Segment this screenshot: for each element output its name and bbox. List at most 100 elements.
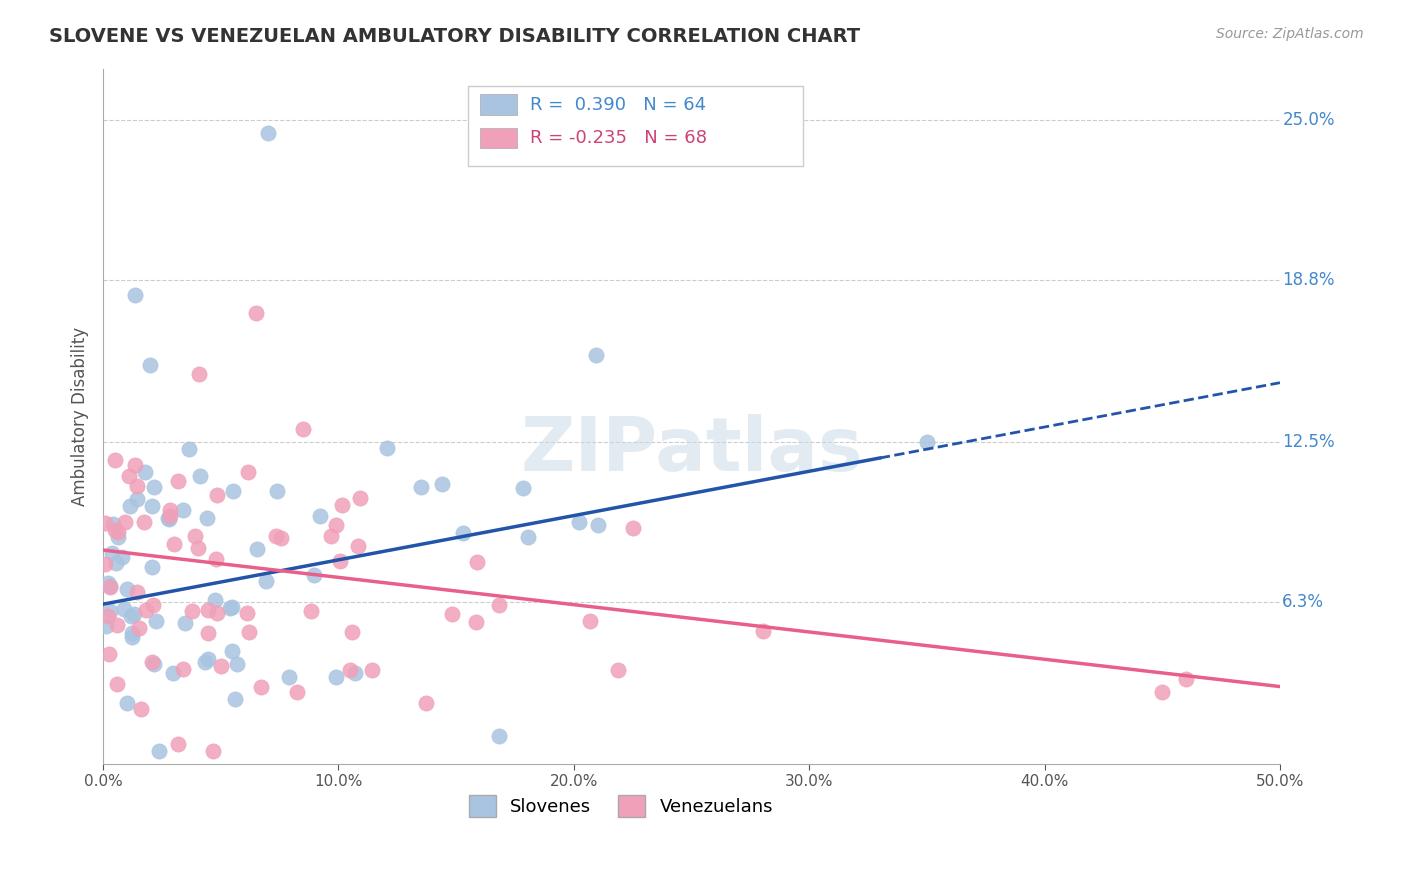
Point [124,288,146,302]
Point [488,729,510,743]
Point [751,624,773,639]
Point [94,558,117,572]
Point [115,696,138,710]
Point [309,509,332,524]
Point [129,701,152,715]
Point [302,568,325,582]
Point [159,503,181,517]
Point [172,503,194,517]
Point [285,685,308,699]
Point [157,512,180,526]
Point [97,576,120,591]
Point [207,488,229,502]
Point [135,603,157,617]
Point [245,306,267,320]
Point [98,647,121,661]
Point [105,556,128,570]
Point [197,603,219,617]
Point [440,607,463,621]
Point [621,521,644,535]
Point [585,348,607,362]
Point [195,511,218,525]
Point [579,614,602,628]
Point [222,483,245,498]
Point [325,670,347,684]
Point [465,556,488,570]
Point [586,518,609,533]
Y-axis label: Ambulatory Disability: Ambulatory Disability [72,326,89,506]
Point [270,531,292,545]
Point [122,607,145,621]
Point [143,657,166,672]
Point [205,606,228,620]
Point [114,516,136,530]
Point [329,554,352,568]
Bar [479,95,517,115]
Text: 25.0%: 25.0% [1282,111,1334,129]
Point [197,652,219,666]
Point [145,614,167,628]
Point [125,479,148,493]
Point [121,625,143,640]
Point [118,500,141,514]
Point [180,604,202,618]
Point [349,491,371,505]
Point [221,644,243,658]
Point [236,465,259,479]
Point [134,515,156,529]
Point [330,498,353,512]
Point [118,469,141,483]
Point [204,552,226,566]
Text: 12.5%: 12.5% [1282,433,1334,451]
Point [278,670,301,684]
Point [115,582,138,596]
Point [167,737,190,751]
Point [98,604,121,618]
Point [299,604,322,618]
Point [197,626,219,640]
Point [159,508,181,523]
Point [266,483,288,498]
Point [101,516,124,531]
Point [607,663,630,677]
Text: 18.8%: 18.8% [1282,270,1334,289]
FancyBboxPatch shape [468,86,803,166]
Point [100,546,122,560]
Point [97,608,120,623]
Point [254,574,277,589]
Point [162,666,184,681]
Point [218,601,240,615]
Bar [479,128,517,148]
Point [142,598,165,612]
Point [121,630,143,644]
Point [194,655,217,669]
Text: 6.3%: 6.3% [1282,592,1324,611]
Point [141,655,163,669]
Point [451,525,474,540]
Point [141,560,163,574]
Point [121,608,143,623]
Point [344,665,367,680]
Point [128,621,150,635]
Point [249,680,271,694]
Point [188,469,211,483]
Point [188,367,211,381]
Point [107,524,129,539]
Point [224,691,246,706]
Point [141,500,163,514]
Point [143,480,166,494]
Point [179,442,201,456]
Point [292,422,315,436]
Text: R = -0.235   N = 68: R = -0.235 N = 68 [530,129,707,147]
Point [187,541,209,555]
Point [202,744,225,758]
Point [104,452,127,467]
Point [98,580,121,594]
Point [204,592,226,607]
Point [172,662,194,676]
Point [325,518,347,533]
Point [174,616,197,631]
Point [257,126,280,140]
Point [411,480,433,494]
Point [94,618,117,632]
